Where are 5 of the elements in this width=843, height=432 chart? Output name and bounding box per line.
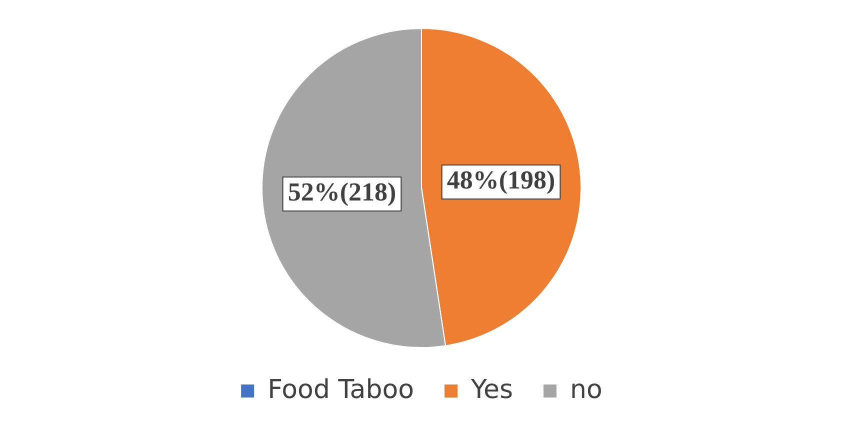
legend-label: Food Taboo	[268, 374, 414, 405]
data-label: 52%(218)	[288, 178, 396, 207]
legend-label: no	[570, 374, 602, 405]
data-label: 48%(198)	[446, 166, 556, 195]
legend-label: Yes	[470, 374, 514, 405]
